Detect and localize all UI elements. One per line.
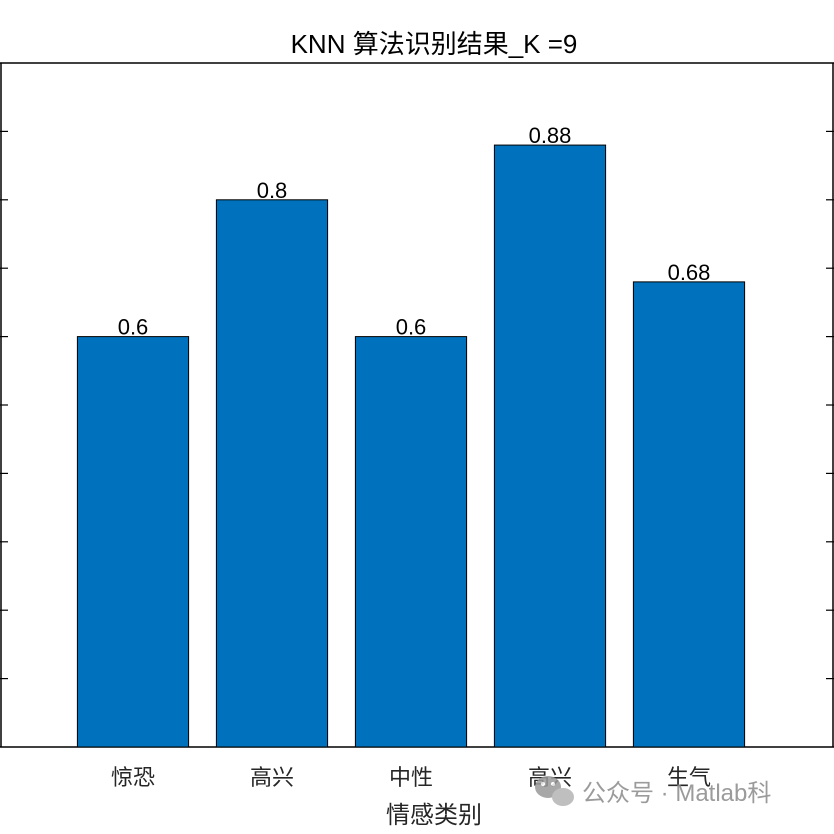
data-labels-group: 0.6 0.8 0.6 0.88 0.68 (118, 123, 711, 340)
bar (354, 336, 468, 748)
watermark: 公众号 · Matlab科 (535, 776, 771, 807)
bar-value-label: 0.6 (396, 315, 427, 340)
bar (632, 281, 746, 748)
bar (215, 199, 329, 748)
bar (493, 144, 607, 748)
watermark-text: 公众号 · Matlab科 (582, 780, 771, 807)
bar-value-label: 0.68 (668, 260, 711, 285)
wechat-icon (535, 776, 574, 806)
category-label: 惊恐 (111, 765, 155, 790)
chart-title: KNN 算法识别结果_K =9 (291, 29, 578, 59)
bar-value-label: 0.6 (118, 315, 149, 340)
bar-value-label: 0.8 (257, 178, 288, 203)
category-label: 生气 (667, 765, 711, 790)
x-axis-label: 情感类别 (386, 802, 482, 829)
bar-value-label: 0.88 (529, 123, 572, 148)
category-label: 高兴 (250, 765, 294, 790)
bars-group (76, 144, 746, 748)
bar (76, 336, 190, 748)
category-label: 中性 (389, 765, 433, 790)
